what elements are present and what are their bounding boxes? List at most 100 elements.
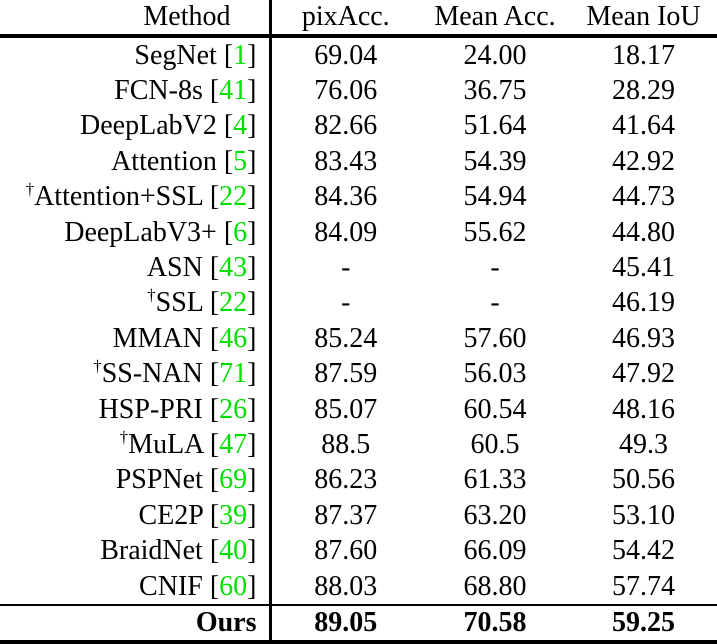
table-row: DeepLabV3+ [6] 84.09 55.62 44.80 <box>0 214 717 251</box>
meaniou-cell: 18.17 <box>612 39 675 71</box>
meaniou-cell: 53.10 <box>612 499 675 531</box>
table-footer: Ours 89.05 70.58 59.25 <box>0 604 717 644</box>
meanacc-cell: 54.39 <box>463 145 527 177</box>
meaniou-cell: 57.74 <box>612 570 675 602</box>
pixacc-cell: 88.5 <box>321 428 371 460</box>
pixacc-cell: 82.66 <box>314 110 378 142</box>
pixacc-cell: 84.09 <box>314 216 378 248</box>
table-row: SegNet [1] 69.04 24.00 18.17 <box>0 36 717 74</box>
meanacc-cell: 24.00 <box>463 39 527 71</box>
citation-number: 22 <box>219 181 248 213</box>
meanacc-cell: 68.80 <box>463 570 527 602</box>
pixacc-cell: 87.60 <box>314 535 378 567</box>
citation-number: 71 <box>219 358 248 390</box>
dagger-mark: † <box>25 179 35 199</box>
citation-number: 6 <box>233 216 248 248</box>
meanacc-cell: - <box>490 287 500 319</box>
table-row: MMAN [46] 85.24 57.60 46.93 <box>0 321 717 357</box>
citation-number: 41 <box>219 75 248 107</box>
table-header: Method pixAcc. Mean Acc. Mean IoU <box>0 0 717 38</box>
meaniou-cell: 28.29 <box>612 75 675 107</box>
table-row: CNIF [60] 88.03 68.80 57.74 <box>0 568 717 606</box>
citation-number: 47 <box>219 428 248 460</box>
dagger-mark: † <box>119 427 129 447</box>
citation-number: 22 <box>219 287 248 319</box>
table-row: HSP-PRI [26] 85.07 60.54 48.16 <box>0 391 717 428</box>
meanacc-cell: 54.94 <box>463 181 527 213</box>
method-cell: CE2P [39] <box>0 498 272 534</box>
pixacc-cell: 84.36 <box>314 181 378 213</box>
table-row: ASN [43] - - 45.41 <box>0 250 717 286</box>
pixacc-cell: 87.37 <box>314 499 378 531</box>
pixacc-cell: 88.03 <box>314 570 378 602</box>
method-cell: FCN-8s [41] <box>0 73 272 109</box>
meanacc-cell: - <box>490 252 500 284</box>
method-cell: PSPNet [69] <box>0 462 272 499</box>
table-row: CE2P [39] 87.37 63.20 53.10 <box>0 498 717 534</box>
method-cell: †SS-NAN [71] <box>0 356 272 392</box>
meaniou-cell: 48.16 <box>612 393 675 425</box>
method-cell: †Attention+SSL [22] <box>0 179 272 215</box>
meaniou-cell: 46.19 <box>612 287 675 319</box>
col-header-meaniou: Mean IoU <box>570 0 717 38</box>
method-cell: †SSL [22] <box>0 285 272 322</box>
table-row: BraidNet [40] 87.60 66.09 54.42 <box>0 533 717 569</box>
meanacc-cell: 66.09 <box>463 535 527 567</box>
method-cell: DeepLabV2 [4] <box>0 108 272 145</box>
table-row: †SSL [22] - - 46.19 <box>0 285 717 322</box>
citation-number: 26 <box>219 393 248 425</box>
citation-number: 1 <box>233 39 248 71</box>
pixacc-cell: - <box>341 252 351 284</box>
meaniou-cell: 50.56 <box>612 464 675 496</box>
meanacc-cell: 51.64 <box>463 110 527 142</box>
meaniou-cell: 47.92 <box>612 358 675 390</box>
table-row: †MuLA [47] 88.5 60.5 49.3 <box>0 427 717 463</box>
table-row: FCN-8s [41] 76.06 36.75 28.29 <box>0 73 717 109</box>
pixacc-cell: 76.06 <box>314 75 378 107</box>
ours-meaniou-cell: 59.25 <box>570 604 717 644</box>
pixacc-cell: 86.23 <box>314 464 378 496</box>
method-cell: HSP-PRI [26] <box>0 391 272 428</box>
dagger-mark: † <box>93 356 102 376</box>
citation-number: 46 <box>219 322 248 354</box>
citation-number: 69 <box>219 464 248 496</box>
method-cell: Attention [5] <box>0 144 272 180</box>
table-row: DeepLabV2 [4] 82.66 51.64 41.64 <box>0 108 717 145</box>
pixacc-cell: 85.24 <box>314 322 378 354</box>
citation-number: 39 <box>219 499 248 531</box>
method-cell: SegNet [1] <box>0 36 272 74</box>
col-header-meanacc: Mean Acc. <box>420 0 570 38</box>
meaniou-cell: 45.41 <box>612 252 675 284</box>
table-row: Attention [5] 83.43 54.39 42.92 <box>0 144 717 180</box>
table-row: †Attention+SSL [22] 84.36 54.94 44.73 <box>0 179 717 215</box>
citation-number: 4 <box>233 110 248 142</box>
meaniou-cell: 49.3 <box>619 428 668 460</box>
meaniou-cell: 42.92 <box>612 145 675 177</box>
ours-pixacc-cell: 89.05 <box>270 604 420 644</box>
pixacc-cell: - <box>341 287 351 319</box>
table-body: SegNet [1] 69.04 24.00 18.17 FCN-8s [41] 76.0… <box>0 36 717 606</box>
ours-label: Ours <box>0 604 272 644</box>
meaniou-cell: 44.80 <box>612 216 675 248</box>
meanacc-cell: 36.75 <box>463 75 527 107</box>
citation-number: 60 <box>219 570 248 602</box>
meanacc-cell: 60.5 <box>470 428 520 460</box>
ours-meanacc-cell: 70.58 <box>420 604 570 644</box>
method-cell: CNIF [60] <box>0 568 272 606</box>
meaniou-cell: 44.73 <box>612 181 675 213</box>
table-row: PSPNet [69] 86.23 61.33 50.56 <box>0 462 717 499</box>
meanacc-cell: 61.33 <box>463 464 527 496</box>
citation-number: 5 <box>233 145 248 177</box>
header-row: Method pixAcc. Mean Acc. Mean IoU <box>0 0 717 38</box>
dagger-mark: † <box>147 286 156 306</box>
citation-number: 40 <box>219 535 248 567</box>
col-header-pixacc: pixAcc. <box>270 0 420 38</box>
method-cell: MMAN [46] <box>0 321 272 357</box>
method-cell: †MuLA [47] <box>0 427 272 463</box>
ours-row: Ours 89.05 70.58 59.25 <box>0 604 717 644</box>
meanacc-cell: 56.03 <box>463 358 527 390</box>
col-header-method: Method <box>0 0 272 38</box>
meanacc-cell: 55.62 <box>463 216 527 248</box>
pixacc-cell: 87.59 <box>314 358 378 390</box>
